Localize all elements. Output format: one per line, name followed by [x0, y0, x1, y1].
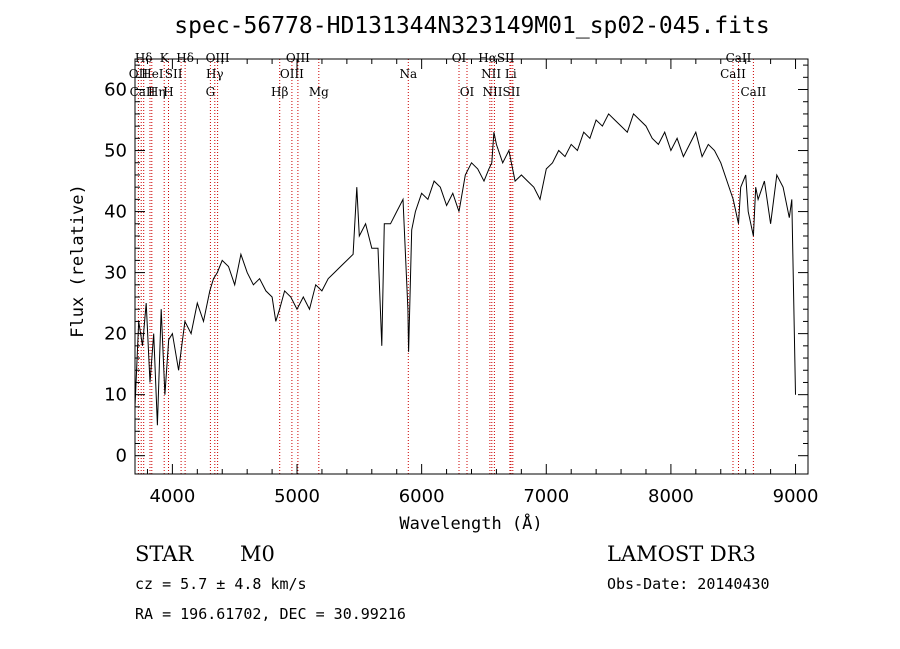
line-label-row1-7: CaII	[726, 51, 752, 65]
line-label-row2-2: SII	[165, 67, 183, 81]
x-tick-label-6000: 6000	[399, 486, 445, 507]
line-label-row2-6: NII Li	[481, 67, 517, 81]
y-axis-label: Flux (relative)	[68, 184, 88, 338]
y-tick-label-60: 60	[104, 80, 127, 101]
y-tick-label-50: 50	[104, 141, 127, 162]
line-label-row1-6: HαSII	[478, 51, 515, 65]
object-class: STAR	[135, 542, 194, 566]
line-label-row3-6: OI	[460, 85, 475, 99]
line-label-row1-1: K	[160, 51, 170, 65]
chart-title: spec-56778-HD131344N323149M01_sp02-045.f…	[174, 13, 769, 39]
line-label-row3-5: Mg	[309, 85, 329, 99]
x-tick-label-8000: 8000	[648, 486, 694, 507]
x-tick-label-9000: 9000	[773, 486, 819, 507]
line-label-row1-4: OIII	[286, 51, 310, 65]
emission-line-markers	[137, 59, 754, 474]
line-label-row1-5: OI	[452, 51, 467, 65]
spectrum-line	[134, 112, 796, 426]
line-label-row1-2: Hδ	[176, 51, 194, 65]
line-label-row3-3: G	[206, 85, 216, 99]
y-tick-label-30: 30	[104, 263, 127, 284]
x-tick-label-7000: 7000	[523, 486, 569, 507]
line-label-row3-4: Hβ	[271, 85, 288, 99]
y-axis-ticks: 0 10 20 30 40 50 60	[104, 64, 808, 467]
y-tick-label-40: 40	[104, 202, 127, 223]
line-label-row2-4: OIII	[280, 67, 304, 81]
line-label-row1-3: OIII	[206, 51, 230, 65]
survey-name: LAMOST DR3	[607, 542, 756, 566]
x-axis-label: Wavelength (Å)	[399, 512, 542, 534]
line-label-row3-0: CaII	[130, 85, 156, 99]
line-label-row3-8: CaII	[740, 85, 766, 99]
y-tick-label-10: 10	[104, 385, 127, 406]
y-tick-label-20: 20	[104, 324, 127, 345]
y-tick-label-0: 0	[116, 446, 127, 467]
observation-date: Obs-Date: 20140430	[607, 575, 770, 593]
line-label-row2-3: Hγ	[206, 67, 224, 81]
line-label-row3-1: Hη	[148, 85, 166, 99]
line-label-row2-7: CaII	[720, 67, 746, 81]
line-label-row2-0: OII	[129, 67, 149, 81]
line-label-row2-1: HeI	[141, 67, 164, 81]
object-subclass: M0	[240, 542, 275, 566]
redshift-velocity: cz = 5.7 ± 4.8 km/s	[135, 575, 307, 593]
line-label-row2-5: Na	[399, 67, 417, 81]
x-tick-label-5000: 5000	[274, 486, 320, 507]
line-label-row3-7: NIISII	[483, 85, 521, 99]
coordinates: RA = 196.61702, DEC = 30.99216	[135, 605, 406, 623]
line-label-row1-0: Hδ	[135, 51, 153, 65]
x-axis-ticks: 4000 5000 6000 7000 8000 9000	[146, 59, 819, 507]
x-tick-label-4000: 4000	[149, 486, 195, 507]
plot-frame	[134, 58, 809, 475]
line-label-row3-2: H	[163, 85, 173, 99]
